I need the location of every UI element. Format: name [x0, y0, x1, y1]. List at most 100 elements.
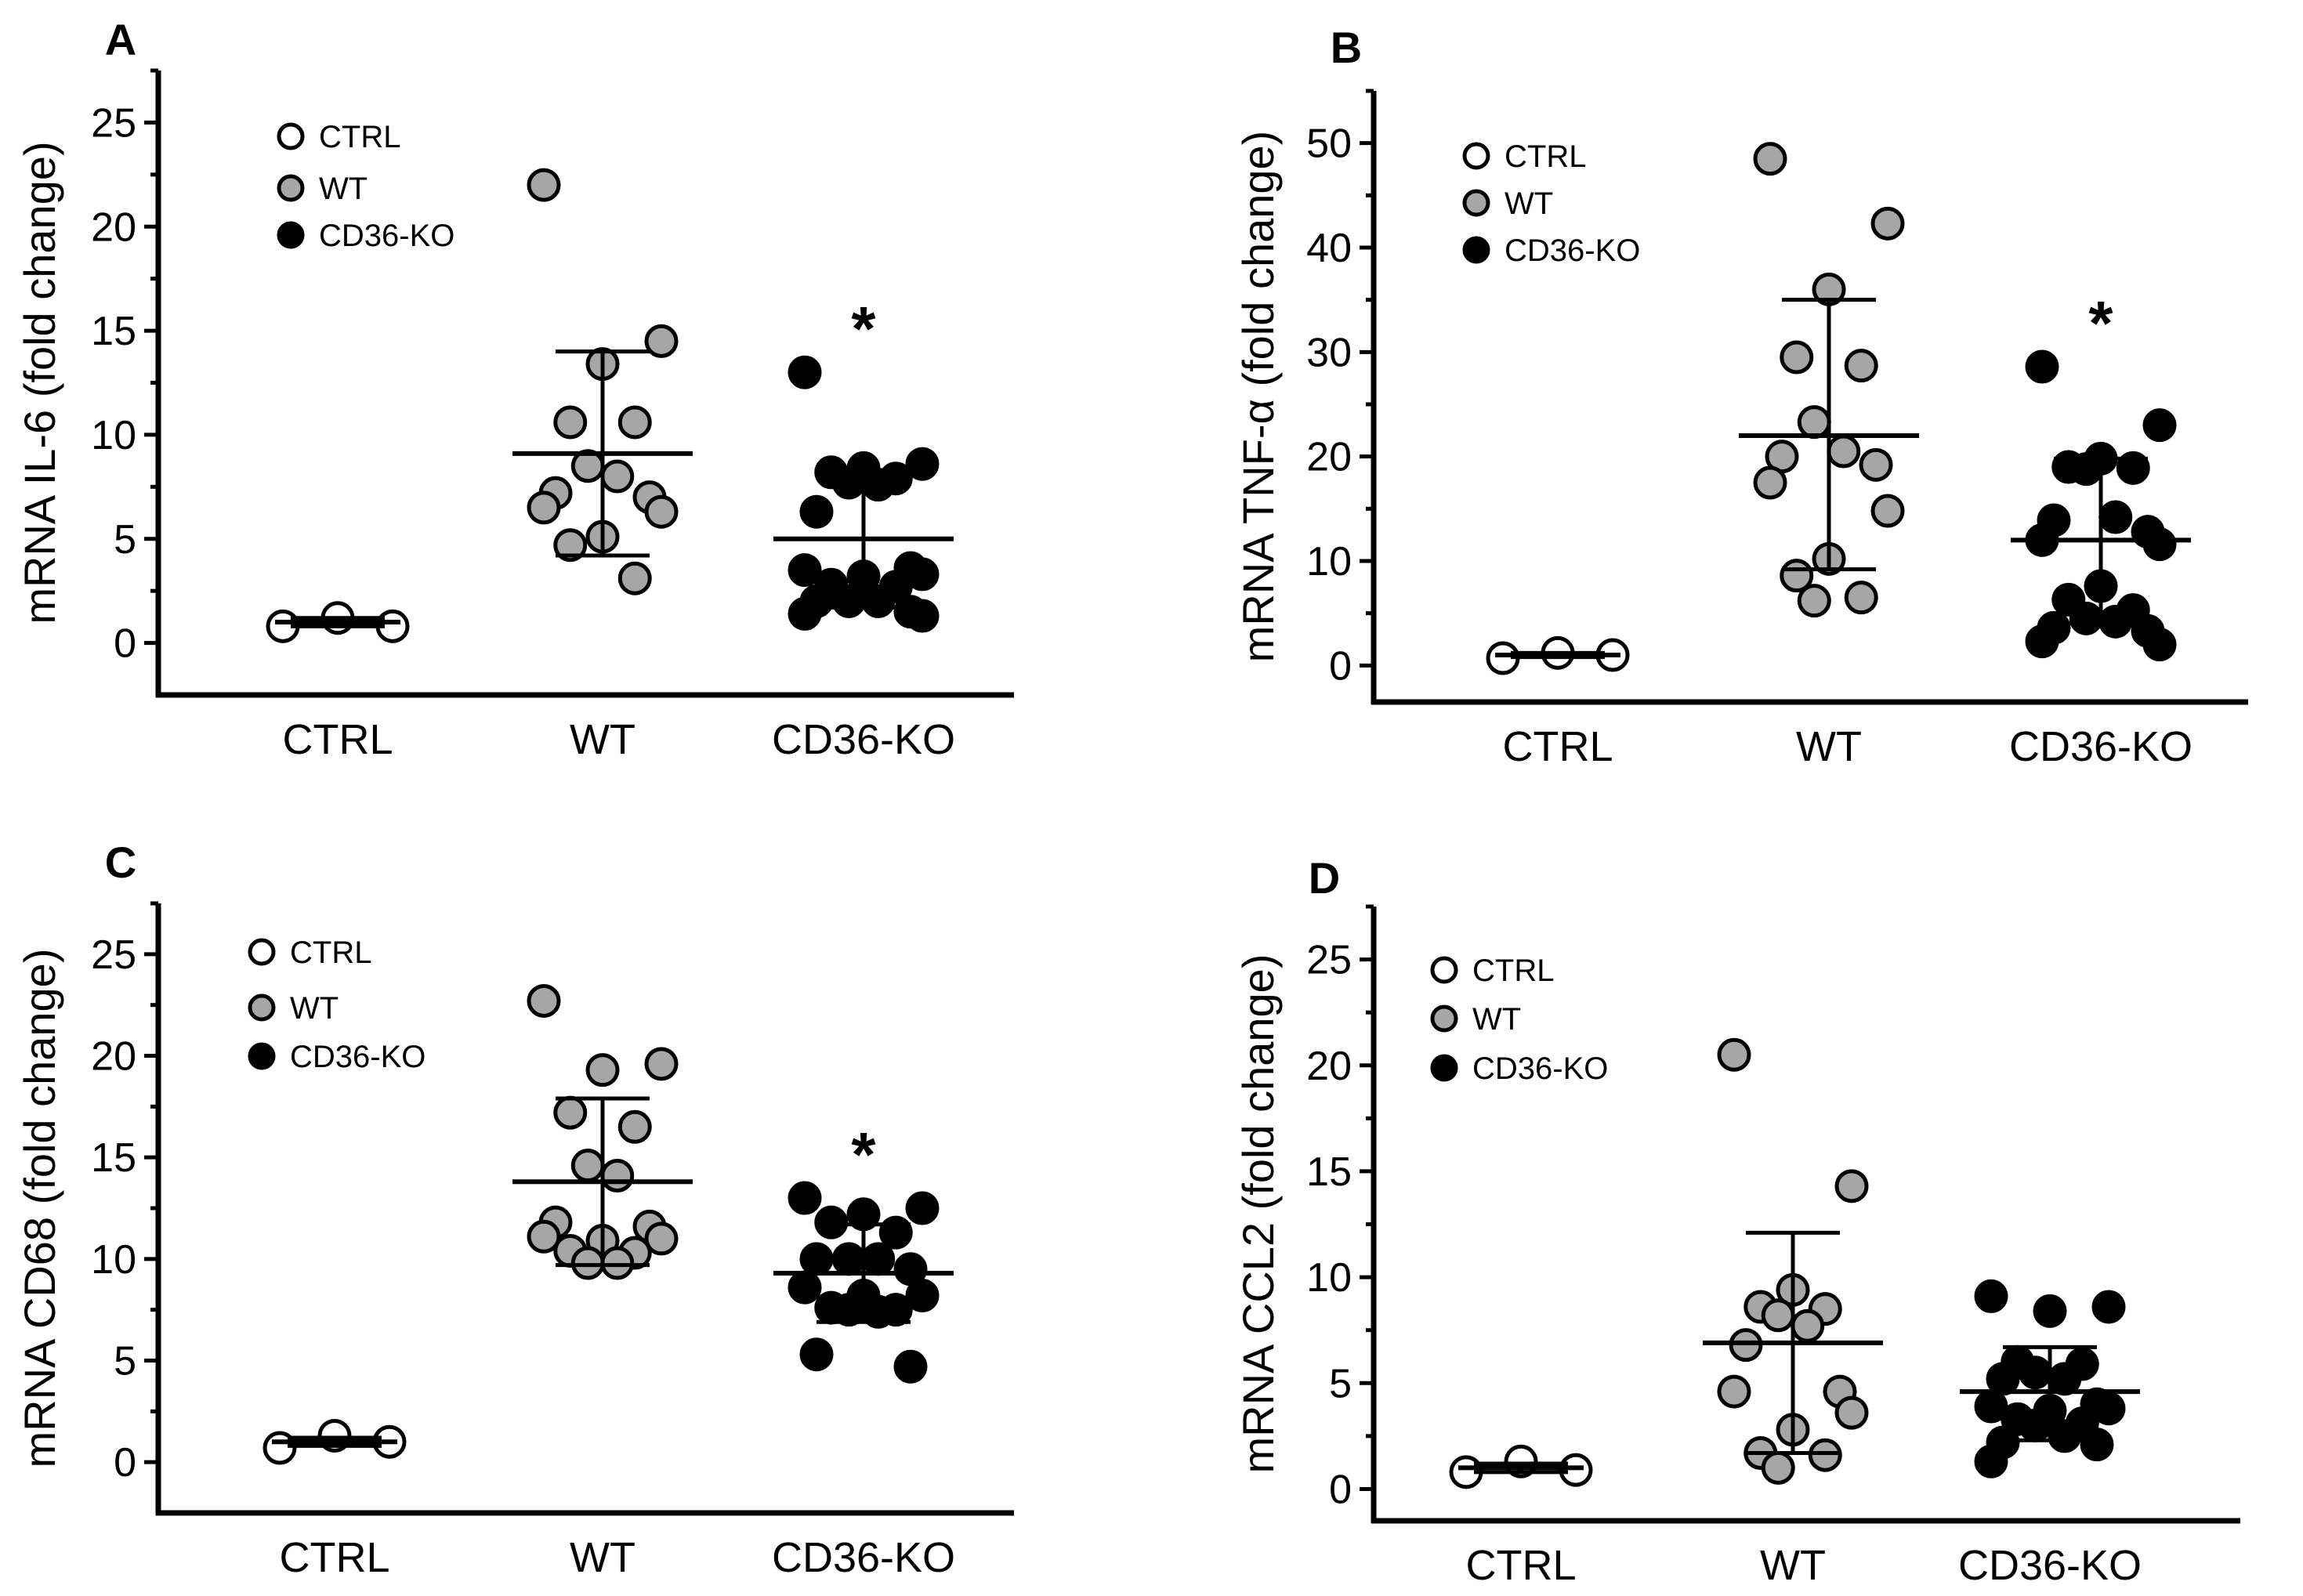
y-tick-label: 25 [1306, 938, 1352, 983]
y-tick-label: 0 [114, 1440, 136, 1486]
y-tick-label: 50 [1306, 121, 1352, 167]
legend-label: CD36-KO [290, 1040, 425, 1074]
data-point-wt [1717, 1374, 1751, 1409]
legend-marker-wt [277, 174, 305, 202]
data-point-cd36-ko [1974, 1444, 2008, 1478]
data-point-wt [570, 1246, 605, 1280]
y-tick-label: 0 [1329, 1467, 1352, 1512]
data-point-cd36-ko [2033, 1294, 2067, 1328]
y-tick-label: 10 [91, 413, 136, 458]
y-tick-label: 10 [1306, 539, 1352, 584]
data-point-wt [527, 490, 561, 525]
data-point-wt [1761, 1450, 1795, 1485]
data-point-wt [617, 561, 652, 595]
data-point-wt [527, 168, 561, 202]
y-tick-label: 25 [91, 932, 136, 978]
data-point-wt [644, 1221, 679, 1256]
y-tick-label: 10 [1306, 1255, 1352, 1301]
y-tick-label: 30 [1306, 330, 1352, 375]
panel-label: D [1309, 853, 1340, 903]
data-point-cd36-ko [2142, 408, 2177, 443]
panel-label: A [105, 15, 136, 64]
y-tick-label: 0 [114, 621, 136, 667]
data-point-cd36-ko [788, 553, 822, 588]
data-point-wt [644, 494, 679, 529]
y-tick-label: 5 [1329, 1361, 1352, 1406]
data-point-wt [553, 528, 588, 563]
data-point-wt [1870, 206, 1905, 241]
y-tick-label: 15 [91, 309, 136, 354]
panel-label: B [1331, 23, 1362, 72]
data-point-wt [527, 983, 561, 1018]
data-point-wt [1717, 1037, 1751, 1072]
legend-label: CD36-KO [1472, 1051, 1608, 1086]
legend-marker-wt [1430, 1004, 1458, 1033]
data-point-cd36-ko [2142, 527, 2177, 562]
data-point-cd36-ko [831, 584, 866, 618]
data-point-cd36-ko [861, 468, 896, 502]
significance-star: * [851, 294, 876, 364]
data-point-cd36-ko [799, 494, 834, 529]
legend-label: WT [290, 991, 339, 1026]
legend-label: WT [1505, 186, 1553, 221]
legend-label: CTRL [290, 936, 371, 970]
data-point-wt [1761, 1298, 1795, 1333]
data-point-cd36-ko [799, 1242, 834, 1276]
data-point-cd36-ko [788, 355, 822, 389]
data-point-wt [585, 1053, 620, 1088]
data-point-wt [1753, 465, 1787, 500]
x-tick-label: WT [570, 1534, 635, 1581]
data-point-cd36-ko [2098, 500, 2133, 534]
data-point-cd36-ko [831, 465, 866, 500]
legend-label: WT [319, 172, 368, 206]
data-point-cd36-ko [861, 584, 896, 618]
data-point-wt [570, 1149, 605, 1183]
data-point-cd36-ko [905, 557, 940, 592]
data-point-cd36-ko [2025, 624, 2059, 659]
data-point-wt [1827, 434, 1861, 469]
legend-marker-wt [248, 993, 276, 1022]
data-point-wt [1844, 581, 1878, 615]
data-point-wt [1844, 349, 1878, 383]
data-point-cd36-ko [788, 1270, 822, 1305]
legend-marker-ctrl [248, 938, 276, 966]
data-point-wt [600, 1246, 635, 1280]
x-tick-label: CTRL [282, 716, 393, 763]
x-tick-label: CTRL [1502, 723, 1613, 770]
data-point-wt [617, 1109, 652, 1144]
data-point-wt [553, 405, 588, 440]
y-tick-label: 20 [91, 204, 136, 250]
x-tick-label: CD36-KO [2009, 723, 2193, 770]
data-point-wt [1834, 1169, 1869, 1203]
data-point-wt [644, 324, 679, 358]
data-point-wt [644, 1047, 679, 1081]
data-point-wt [600, 459, 635, 494]
data-point-wt [600, 1159, 635, 1193]
data-point-cd36-ko [893, 1349, 928, 1384]
data-point-cd36-ko [788, 596, 822, 631]
x-tick-label: WT [1796, 723, 1862, 770]
y-tick-label: 10 [91, 1237, 136, 1283]
data-point-cd36-ko [788, 1181, 822, 1215]
data-point-cd36-ko [2018, 1355, 2052, 1390]
x-tick-label: WT [570, 716, 635, 763]
data-point-wt [1797, 405, 1831, 440]
legend-marker-ctrl [1430, 956, 1458, 984]
significance-star: * [2088, 288, 2113, 358]
data-point-wt [1791, 1308, 1825, 1343]
y-axis-title: mRNA TNF-α (fold change) [1233, 131, 1283, 663]
data-point-wt [1870, 494, 1905, 528]
x-tick-label: CD36-KO [772, 716, 955, 763]
data-point-wt [1797, 584, 1831, 618]
data-point-wt [553, 1095, 588, 1130]
data-point-cd36-ko [2025, 349, 2059, 384]
y-tick-label: 5 [114, 517, 136, 563]
panel-b: 0 10 20 30 40 50 mRNA TNF-α (fold change) B CTRL… [1233, 23, 2248, 770]
legend-marker-cd36-ko [1462, 236, 1490, 264]
y-tick-label: 5 [114, 1339, 136, 1384]
y-tick-label: 0 [1329, 643, 1352, 689]
data-point-cd36-ko [905, 1279, 940, 1313]
panel-c: 0 5 10 15 20 25 mRNA CD68 (fold change) C CTRL WT… [15, 838, 1014, 1581]
legend-label: CD36-KO [1505, 233, 1640, 268]
